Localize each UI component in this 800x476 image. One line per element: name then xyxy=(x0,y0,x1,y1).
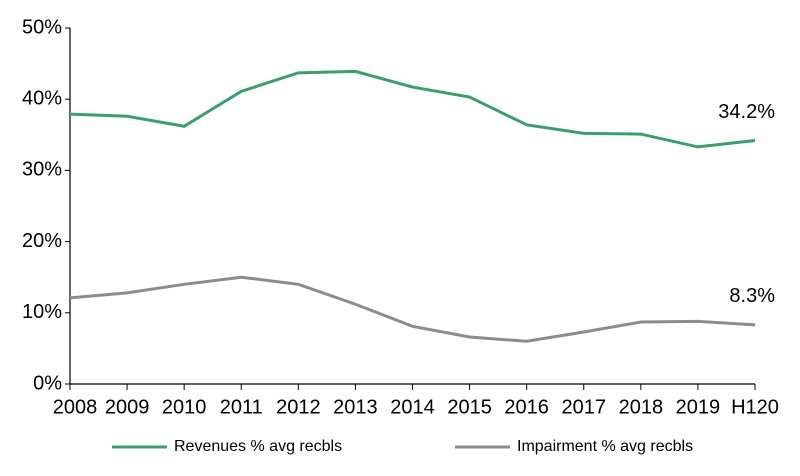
x-tick-label: 2010 xyxy=(162,396,207,418)
series-line xyxy=(69,275,756,343)
x-tick-label: 2015 xyxy=(447,396,492,418)
y-tick-label: 10% xyxy=(22,301,62,323)
x-tick-label: 2018 xyxy=(619,396,664,418)
x-tick-label: H120 xyxy=(731,396,779,418)
x-tick-label: 2014 xyxy=(390,396,435,418)
y-tick-label: 40% xyxy=(22,87,62,109)
x-tick-label: 2017 xyxy=(562,396,607,418)
data-label: 34.2% xyxy=(718,101,775,123)
series-line xyxy=(69,69,756,149)
legend-label: Impairment % avg recbls xyxy=(517,438,693,455)
x-tick-label: 2013 xyxy=(333,396,378,418)
data-label: 8.3% xyxy=(729,285,775,307)
x-tick-label: 2009 xyxy=(105,396,150,418)
x-tick-label: 2016 xyxy=(504,396,549,418)
legend-label: Revenues % avg recbls xyxy=(174,438,342,455)
y-tick-label: 30% xyxy=(22,159,62,181)
x-tick-label: 2019 xyxy=(676,396,721,418)
y-tick-label: 0% xyxy=(33,372,62,394)
x-tick-label: 2012 xyxy=(276,396,321,418)
y-tick-label: 50% xyxy=(22,16,62,38)
x-tick-label: 2011 xyxy=(220,396,263,418)
y-tick-label: 20% xyxy=(22,230,62,252)
x-tick-label: 2008 xyxy=(53,396,98,418)
